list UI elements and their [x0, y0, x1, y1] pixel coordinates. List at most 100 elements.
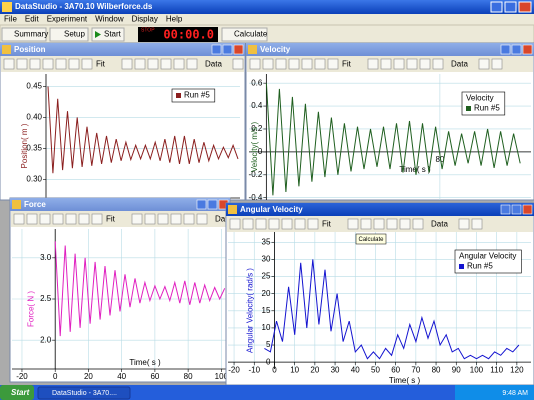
fit-menu[interactable]: Fit	[342, 60, 352, 69]
tool-icon[interactable]	[29, 58, 41, 70]
tool-icon[interactable]	[255, 218, 267, 230]
minimize-button[interactable]	[490, 1, 503, 13]
data-menu[interactable]: Data	[215, 215, 232, 224]
tool-icon[interactable]	[380, 58, 392, 70]
tool-icon[interactable]	[432, 58, 444, 70]
tool-icon[interactable]	[367, 58, 379, 70]
window-min-button[interactable]	[500, 204, 511, 215]
window-close-button[interactable]	[522, 44, 533, 55]
window-max-button[interactable]	[511, 204, 522, 215]
y-tick-label: 0.30	[26, 175, 42, 184]
tool-icon[interactable]	[196, 213, 208, 225]
start-menu-button[interactable]	[0, 385, 34, 400]
tool-icon[interactable]	[314, 58, 326, 70]
menu-item[interactable]: Display	[132, 15, 158, 24]
tool-icon[interactable]	[406, 58, 418, 70]
tool-icon[interactable]	[160, 58, 172, 70]
setup-button[interactable]	[49, 27, 89, 42]
tool-icon[interactable]	[347, 218, 359, 230]
menu-item[interactable]: Window	[95, 15, 124, 24]
tool-icon[interactable]	[288, 58, 300, 70]
tool-icon[interactable]	[281, 218, 293, 230]
tool-icon[interactable]	[294, 218, 306, 230]
window-max-button[interactable]	[511, 44, 522, 55]
tool-icon[interactable]	[386, 218, 398, 230]
tool-icon[interactable]	[419, 58, 431, 70]
tool-icon[interactable]	[131, 213, 143, 225]
tool-icon[interactable]	[458, 218, 470, 230]
tool-icon[interactable]	[471, 218, 483, 230]
tool-icon[interactable]	[412, 218, 424, 230]
maximize-button[interactable]	[504, 1, 517, 13]
menu-item[interactable]: Experiment	[47, 15, 88, 24]
window-close-button[interactable]	[233, 44, 244, 55]
menu-item[interactable]: Edit	[25, 15, 40, 24]
tool-icon[interactable]	[249, 58, 261, 70]
tool-icon[interactable]	[275, 58, 287, 70]
tool-icon[interactable]	[307, 218, 319, 230]
tool-icon[interactable]	[373, 218, 385, 230]
data-menu[interactable]: Data	[431, 220, 448, 229]
tool-icon[interactable]	[327, 58, 339, 70]
window-min-button[interactable]	[500, 44, 511, 55]
tool-icon[interactable]	[478, 58, 490, 70]
tool-icon[interactable]	[491, 58, 503, 70]
tool-icon[interactable]	[393, 58, 405, 70]
close-button[interactable]	[518, 1, 532, 13]
tool-icon[interactable]	[262, 58, 274, 70]
calculate-button[interactable]	[221, 27, 268, 42]
fit-menu[interactable]: Fit	[106, 215, 116, 224]
fit-menu[interactable]: Fit	[322, 220, 332, 229]
tool-icon[interactable]	[268, 218, 280, 230]
tool-icon[interactable]	[170, 213, 182, 225]
tool-icon[interactable]	[42, 58, 54, 70]
tool-icon[interactable]	[65, 213, 77, 225]
tool-icon[interactable]	[173, 58, 185, 70]
tool-icon[interactable]	[144, 213, 156, 225]
task-button[interactable]	[37, 386, 131, 400]
window-max-button[interactable]	[207, 199, 218, 210]
y-tick-label: -0.4	[249, 193, 263, 202]
window-close-button[interactable]	[522, 204, 533, 215]
tool-icon[interactable]	[147, 58, 159, 70]
data-line	[265, 83, 521, 196]
start-button[interactable]	[91, 27, 125, 42]
tool-icon[interactable]	[39, 213, 51, 225]
task-label: DataStudio - 3A70....	[52, 390, 117, 397]
tool-icon[interactable]	[52, 213, 64, 225]
tool-icon[interactable]	[186, 58, 198, 70]
tool-icon[interactable]	[13, 213, 25, 225]
data-menu[interactable]: Data	[451, 60, 468, 69]
window-title: Force	[24, 200, 46, 209]
window-max-button[interactable]	[222, 44, 233, 55]
tool-icon[interactable]	[68, 58, 80, 70]
window-min-button[interactable]	[211, 44, 222, 55]
x-tick-label: 40	[117, 372, 126, 381]
summary-button[interactable]	[1, 27, 47, 42]
menu-item[interactable]: Help	[166, 15, 183, 24]
window-min-button[interactable]	[196, 199, 207, 210]
tool-icon[interactable]	[78, 213, 90, 225]
fit-menu[interactable]: Fit	[96, 60, 106, 69]
tool-icon[interactable]	[81, 58, 93, 70]
legend-label: Run #5	[184, 91, 210, 100]
menu-item[interactable]: File	[4, 15, 17, 24]
tool-icon[interactable]	[229, 218, 241, 230]
tool-icon[interactable]	[183, 213, 195, 225]
tool-icon[interactable]	[232, 58, 244, 70]
tool-icon[interactable]	[3, 58, 15, 70]
tool-icon[interactable]	[242, 218, 254, 230]
x-tick-label: 40	[351, 365, 360, 374]
tool-icon[interactable]	[134, 58, 146, 70]
data-menu[interactable]: Data	[205, 60, 222, 69]
window-icon	[248, 45, 257, 54]
tool-icon[interactable]	[157, 213, 169, 225]
tool-icon[interactable]	[91, 213, 103, 225]
tool-icon[interactable]	[26, 213, 38, 225]
tool-icon[interactable]	[55, 58, 67, 70]
tool-icon[interactable]	[301, 58, 313, 70]
tool-icon[interactable]	[399, 218, 411, 230]
tool-icon[interactable]	[16, 58, 28, 70]
tool-icon[interactable]	[360, 218, 372, 230]
tool-icon[interactable]	[121, 58, 133, 70]
